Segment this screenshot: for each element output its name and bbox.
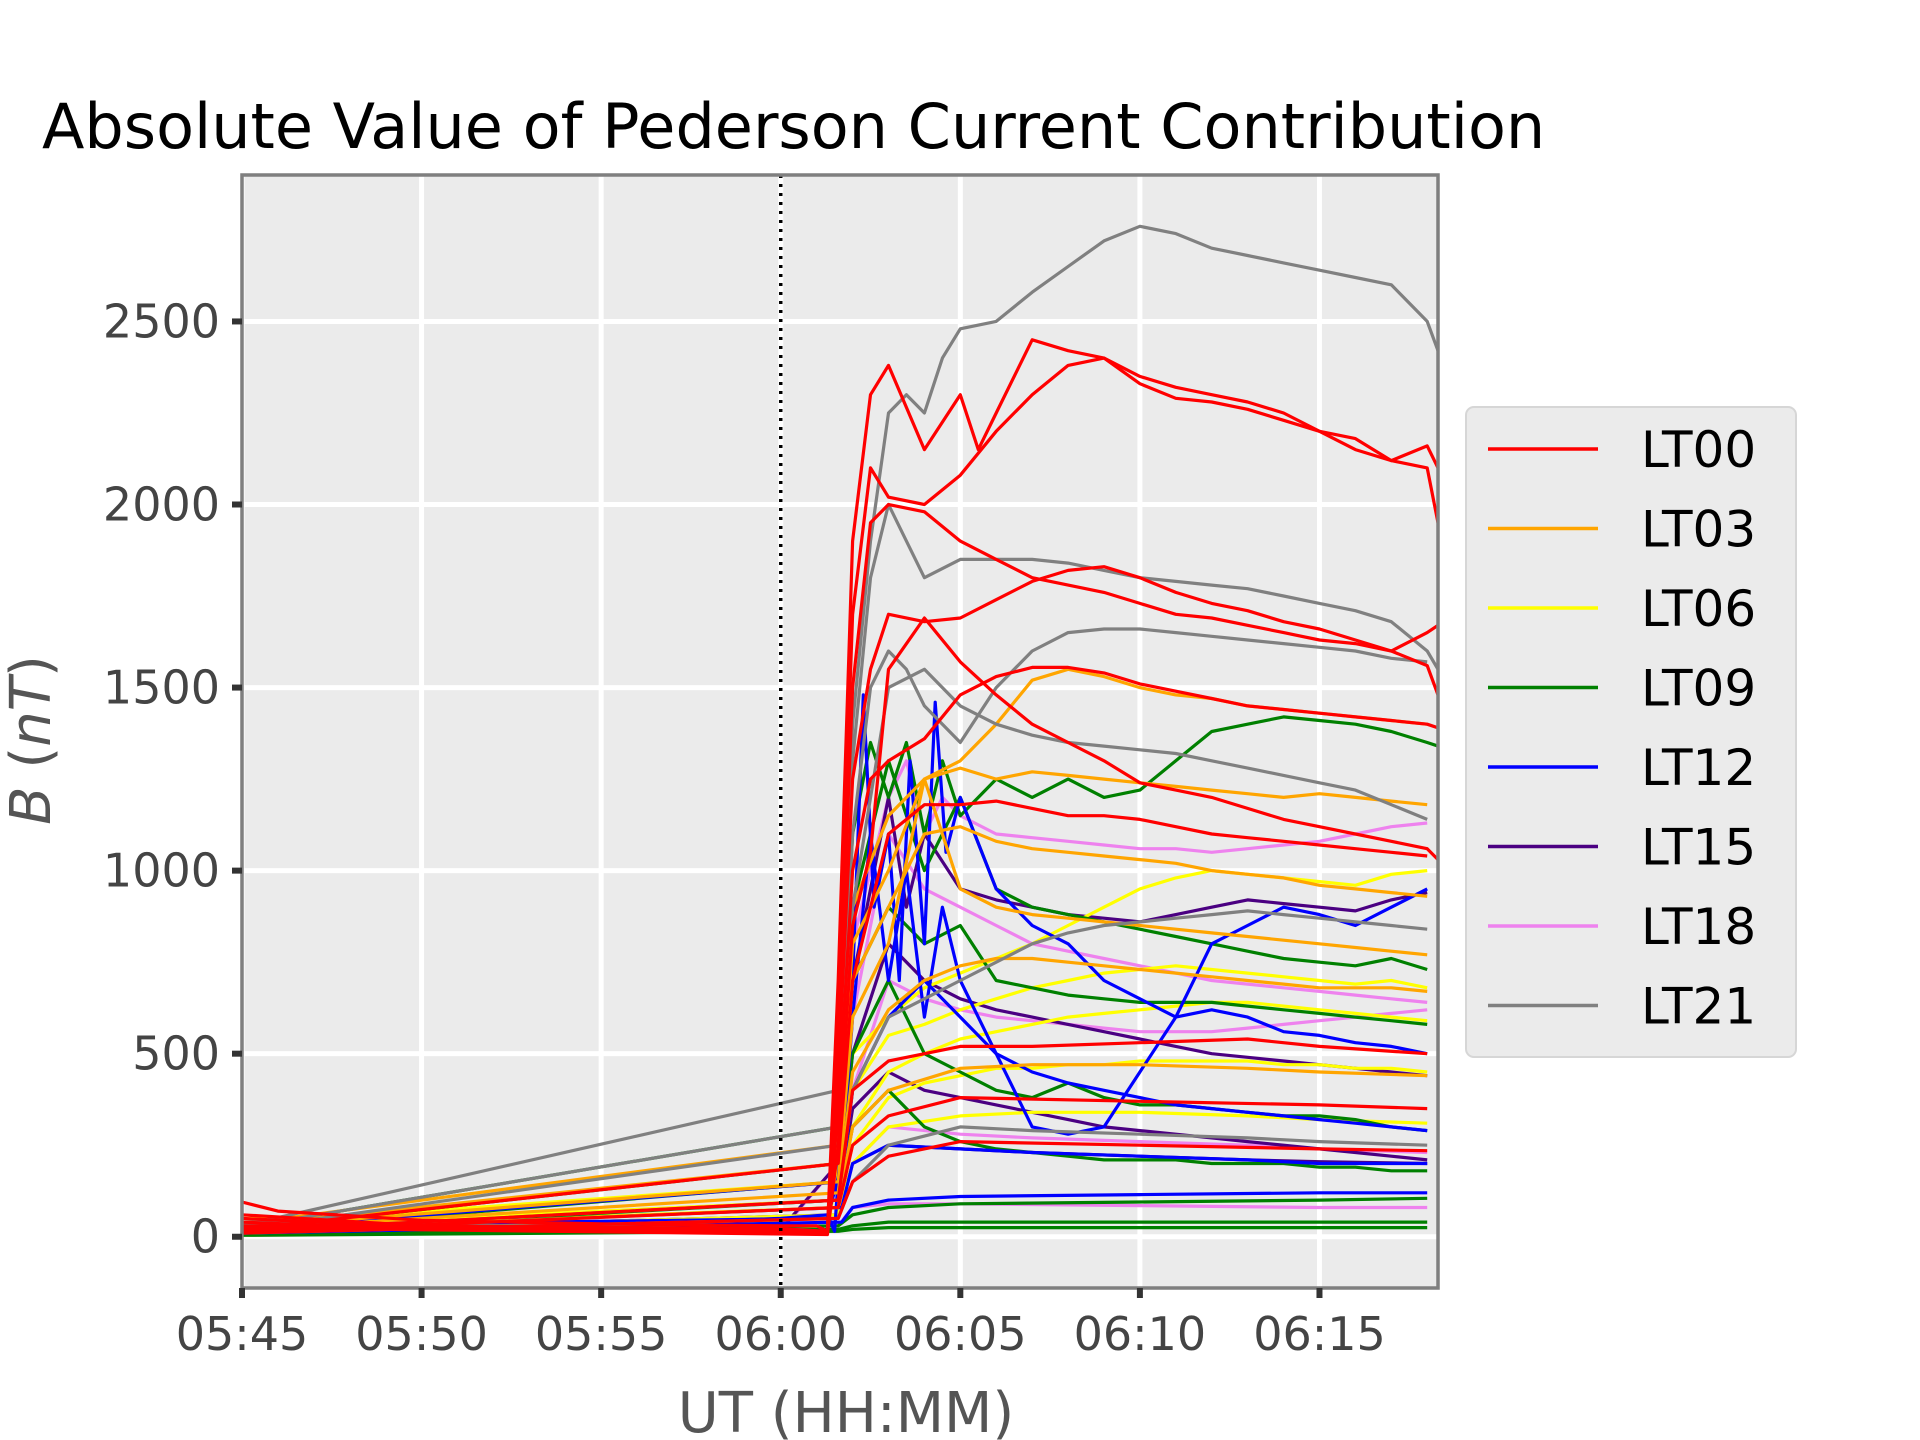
x-tick-label: 05:50 [355, 1307, 488, 1361]
legend-entry-lt09: LT09 [1488, 660, 1756, 718]
series-line-lt03 [242, 956, 1428, 1231]
series-layer [242, 224, 1438, 1237]
series-lt00 [242, 338, 1438, 1237]
series-line-lt21 [242, 909, 1428, 1233]
series-line-lt12 [242, 832, 1428, 1228]
legend-entry-lt21: LT21 [1488, 978, 1756, 1036]
x-tick-label: 06:00 [714, 1307, 847, 1361]
legend: LT00 LT03 LT06 LT09 LT12 LT15 LT18 LT21 [1465, 406, 1797, 1058]
series-line-lt21 [242, 502, 1438, 1228]
y-tick-label: 2000 [103, 478, 220, 532]
legend-entry-lt00: LT00 [1488, 421, 1756, 479]
x-tick-label: 05:45 [176, 1307, 309, 1361]
series-line-lt00 [242, 356, 1438, 1233]
series-line-lt00 [242, 799, 1428, 1231]
series-line-lt06 [242, 964, 1428, 1226]
series-line-lt12 [242, 1143, 1428, 1233]
series-line-lt00 [242, 665, 1438, 1236]
series-lt03 [242, 667, 1428, 1235]
legend-label: LT21 [1641, 978, 1756, 1036]
series-line-lt21 [242, 224, 1438, 1235]
series-line-lt00 [242, 338, 1438, 1233]
x-tick-label: 05:55 [535, 1307, 668, 1361]
legend-label: LT12 [1641, 739, 1756, 797]
x-tick-label: 06:05 [894, 1307, 1027, 1361]
y-tick-label: 1500 [103, 661, 220, 715]
chart-title: Absolute Value of Pederson Current Contr… [42, 90, 1545, 163]
series-line-lt00 [242, 1140, 1428, 1235]
y-axis-label-unit: nT [0, 673, 64, 746]
series-line-lt00 [242, 1037, 1428, 1233]
plot-frame [240, 173, 1440, 1290]
legend-entry-lt03: LT03 [1488, 501, 1756, 559]
series-line-lt21 [242, 667, 1428, 1231]
series-line-lt06 [242, 1000, 1428, 1230]
series-line-lt09 [242, 1196, 1428, 1236]
series-line-lt09 [242, 1220, 1428, 1237]
series-line-lt03 [242, 777, 1428, 1230]
legend-label: LT06 [1641, 580, 1756, 638]
series-line-lt03 [242, 1063, 1428, 1233]
y-axis-label: B (nT) [0, 655, 64, 825]
legend-entry-lt12: LT12 [1488, 739, 1756, 797]
legend-box [1465, 406, 1797, 1058]
series-line-lt00 [242, 616, 1438, 1237]
series-line-lt00 [242, 565, 1438, 1235]
gridlines [239, 175, 1438, 1288]
series-line-lt03 [242, 825, 1428, 1228]
x-axis: 05:45 05:50 05:55 06:00 06:05 06:10 06:15 [176, 1288, 1386, 1361]
x-tick-label: 06:15 [1253, 1307, 1386, 1361]
y-axis-label-main: B [0, 786, 64, 824]
x-tick-label: 06:10 [1074, 1307, 1207, 1361]
series-line-lt12 [242, 1191, 1428, 1235]
y-tick-label: 2500 [103, 294, 220, 348]
legend-entry-lt18: LT18 [1488, 898, 1756, 956]
legend-entry-lt06: LT06 [1488, 580, 1756, 638]
y-axis: 0 500 1000 1500 2000 2500 [103, 294, 242, 1264]
series-line-lt21 [242, 627, 1428, 1230]
x-axis-label: UT (HH:MM) [678, 1381, 1014, 1440]
legend-label: LT03 [1641, 501, 1756, 559]
legend-label: LT09 [1641, 660, 1756, 718]
legend-label: LT18 [1641, 898, 1756, 956]
y-tick-label: 1000 [103, 844, 220, 898]
legend-entry-lt15: LT15 [1488, 819, 1756, 877]
legend-label: LT15 [1641, 819, 1756, 877]
y-tick-label: 500 [132, 1027, 220, 1081]
series-line-lt00 [242, 1096, 1428, 1234]
series-line-lt03 [242, 766, 1428, 1226]
y-tick-label: 0 [191, 1210, 220, 1264]
legend-label: LT00 [1641, 421, 1756, 479]
